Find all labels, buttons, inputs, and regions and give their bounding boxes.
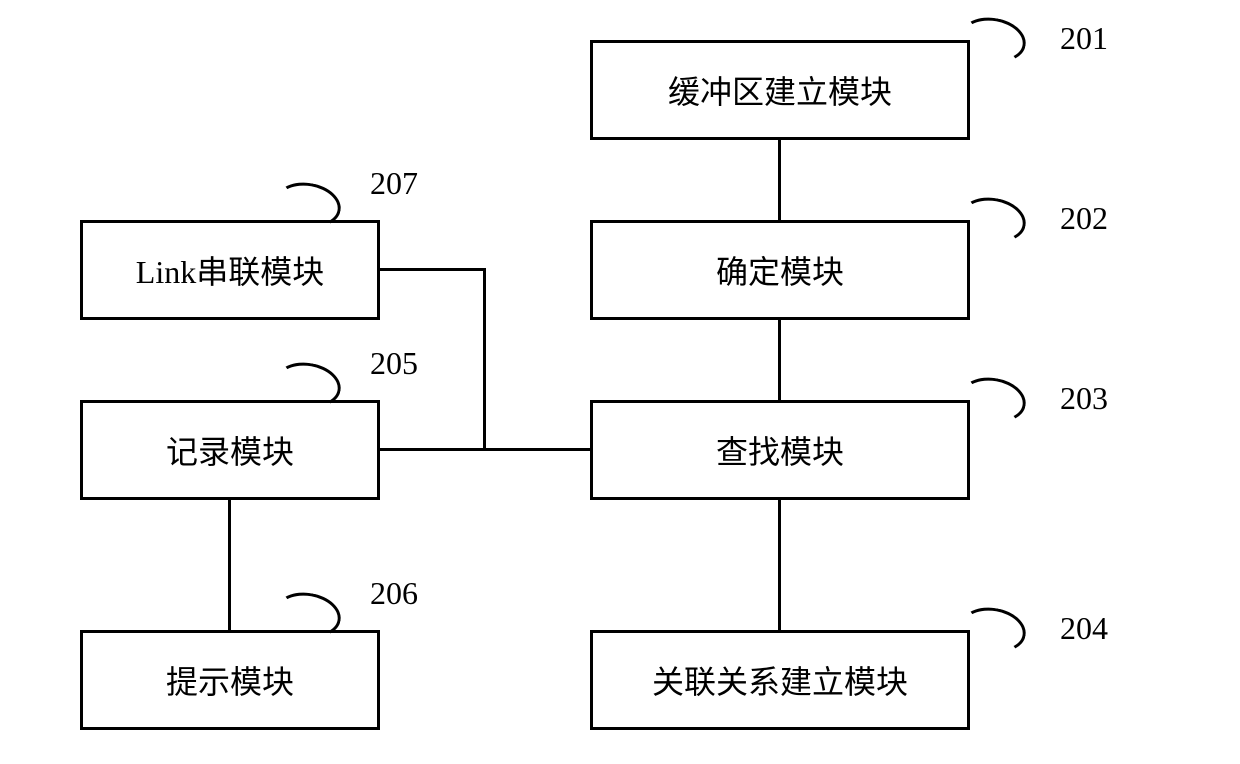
edge-201-202: [778, 140, 781, 220]
node-prompt: 提示模块: [80, 630, 380, 730]
node-determine: 确定模块: [590, 220, 970, 320]
node-label: 查找模块: [716, 427, 844, 473]
ref-label-202: 202: [1060, 200, 1108, 237]
ref-label-203: 203: [1060, 380, 1108, 417]
ref-label-205: 205: [370, 345, 418, 382]
node-label: 提示模块: [166, 657, 294, 703]
ref-label-206: 206: [370, 575, 418, 612]
edge-207-203-h: [380, 268, 485, 271]
edge-205-206: [228, 500, 231, 630]
node-label: 缓冲区建立模块: [668, 67, 892, 113]
edge-203-204: [778, 500, 781, 630]
node-record: 记录模块: [80, 400, 380, 500]
edge-202-203: [778, 320, 781, 400]
ref-label-207: 207: [370, 165, 418, 202]
node-label: 关联关系建立模块: [652, 657, 908, 703]
node-search: 查找模块: [590, 400, 970, 500]
node-label: 确定模块: [716, 247, 844, 293]
ref-label-201: 201: [1060, 20, 1108, 57]
node-buffer-establish: 缓冲区建立模块: [590, 40, 970, 140]
node-relation-establish: 关联关系建立模块: [590, 630, 970, 730]
edge-207-203-v: [483, 268, 486, 451]
node-label: 记录模块: [166, 427, 294, 473]
node-link-series: Link串联模块: [80, 220, 380, 320]
ref-label-204: 204: [1060, 610, 1108, 647]
node-label: Link串联模块: [136, 247, 324, 293]
